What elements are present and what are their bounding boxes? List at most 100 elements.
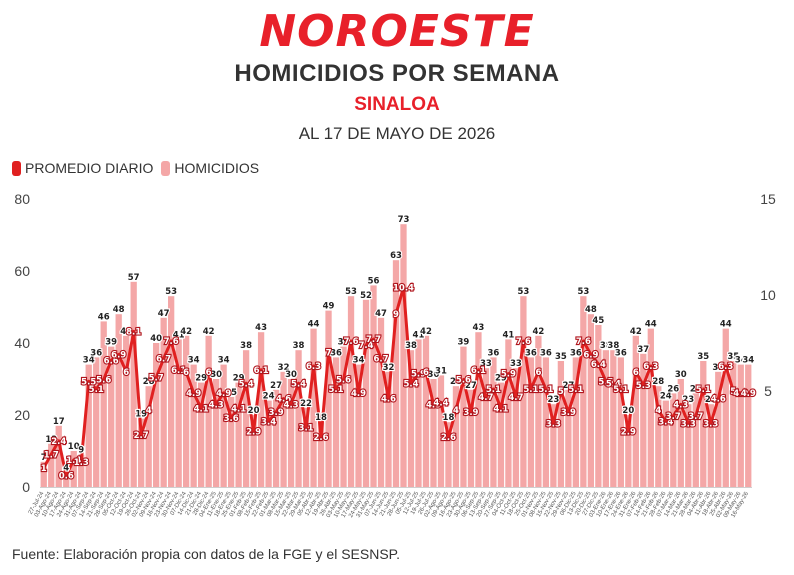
line-data-label: 5.3 [636,381,651,391]
line-point [424,370,428,374]
line-point [409,381,413,385]
bar-data-label: 49 [323,302,335,312]
bar [100,321,107,487]
line-point [349,339,353,343]
line-point [274,410,278,414]
bar-data-label: 38 [405,341,417,351]
y-left-tick-label: 20 [14,407,30,423]
bar-data-label: 34 [83,356,95,366]
bar [377,317,385,487]
line-data-label: 7.6 [576,337,591,347]
line-point [589,352,593,357]
line-data-label: 4.9 [186,389,201,399]
brand-logo: NOROESTE [259,6,535,57]
line-data-label: 6 [183,368,189,378]
line-data-label: 7.6 [516,337,531,347]
line-data-label: 6.1 [254,366,269,376]
y-right-tick-label: 15 [760,191,776,207]
line-point [506,372,511,376]
line-data-label: 2.4 [51,437,66,447]
bar [610,350,617,487]
line-data-label: 4.3 [284,400,299,410]
bar [340,346,347,487]
bar-data-label: 19 [135,410,147,420]
line-data-label: 5.9 [411,370,426,380]
bar-data-label: 57 [128,273,140,283]
bar-data-label: 42 [532,327,544,337]
line-data-label: 6 [535,368,541,378]
legend-item-bar[interactable]: HOMICIDIOS [161,160,259,176]
bar-data-label: 48 [585,305,597,315]
line-point [709,422,713,426]
line-data-label: 3.9 [561,408,576,418]
line-data-label: 5.1 [613,385,628,395]
line-data-label: 5.1 [486,385,501,395]
line-point [529,387,533,391]
bar [662,400,669,487]
line-point [169,339,173,343]
bar-data-label: 35 [727,352,739,362]
bar [715,371,722,487]
bar [745,364,752,487]
bar [400,224,407,487]
bar [130,281,137,487]
bar [78,454,85,487]
bar-data-label: 7 [41,453,47,463]
line-data-label: 10.4 [393,283,414,293]
bar-data-label: 33 [510,359,522,369]
line-data-label: 5.7 [149,374,164,384]
line-data-label: 5.6 [456,375,471,385]
bar [370,285,377,487]
line-data-label: 5.9 [501,370,516,380]
bar-data-label: 30 [675,370,687,380]
bar [730,361,737,487]
line-point [401,285,406,289]
bar-data-label: 53 [577,287,589,297]
y-right-tick-label: 10 [760,287,776,303]
line-data-label: 6 [123,368,129,378]
legend-item-line[interactable]: PROMEDIO DIARIO [12,160,153,176]
line-data-label: 4.1 [493,404,508,414]
bar-data-label: 36 [488,348,500,358]
bar-data-label: 31 [435,366,447,376]
bar-data-label: 34 [735,356,747,366]
line-data-label: 3.7 [666,412,681,422]
line-data-label: 5.5 [598,377,613,387]
line-data-label: 7.4 [358,341,373,351]
bar-data-label: 30 [285,370,297,380]
y-left-tick-label: 0 [22,479,30,495]
line-point [147,408,151,412]
line-data-label: 6 [633,368,639,378]
bar [520,296,527,487]
bar-data-label: 29 [195,374,207,384]
line-data-label: 4.3 [673,400,688,410]
bar [212,379,220,487]
line-data-label: 6.1 [471,366,486,376]
line-data-label: 5.1 [329,385,344,395]
bar-data-label: 38 [240,341,252,351]
line-point [686,422,690,426]
line-point [229,416,233,420]
line-point [266,420,271,424]
chart-title: HOMICIDIOS POR SEMANA [234,60,560,87]
line-point [72,458,76,462]
line-data-label: 2.6 [441,433,456,443]
bar-data-label: 41 [502,330,514,340]
bar-data-label: 36 [90,348,102,358]
bar-data-label: 42 [180,327,192,337]
line-data-label: 4 [146,406,152,416]
bar [587,314,595,487]
line-data-label: 3.3 [703,420,718,430]
bar [617,357,624,487]
bar [550,404,557,487]
line-point [514,395,518,399]
bar [497,382,505,487]
bar-data-label: 39 [338,338,350,348]
bar [138,418,145,487]
line-data-label: 6.7 [156,354,171,364]
bar [700,361,707,487]
bar-data-label: 73 [398,215,410,225]
bar-data-label: 25 [225,388,237,398]
bar [190,364,197,487]
bar-data-label: 41 [173,330,185,340]
